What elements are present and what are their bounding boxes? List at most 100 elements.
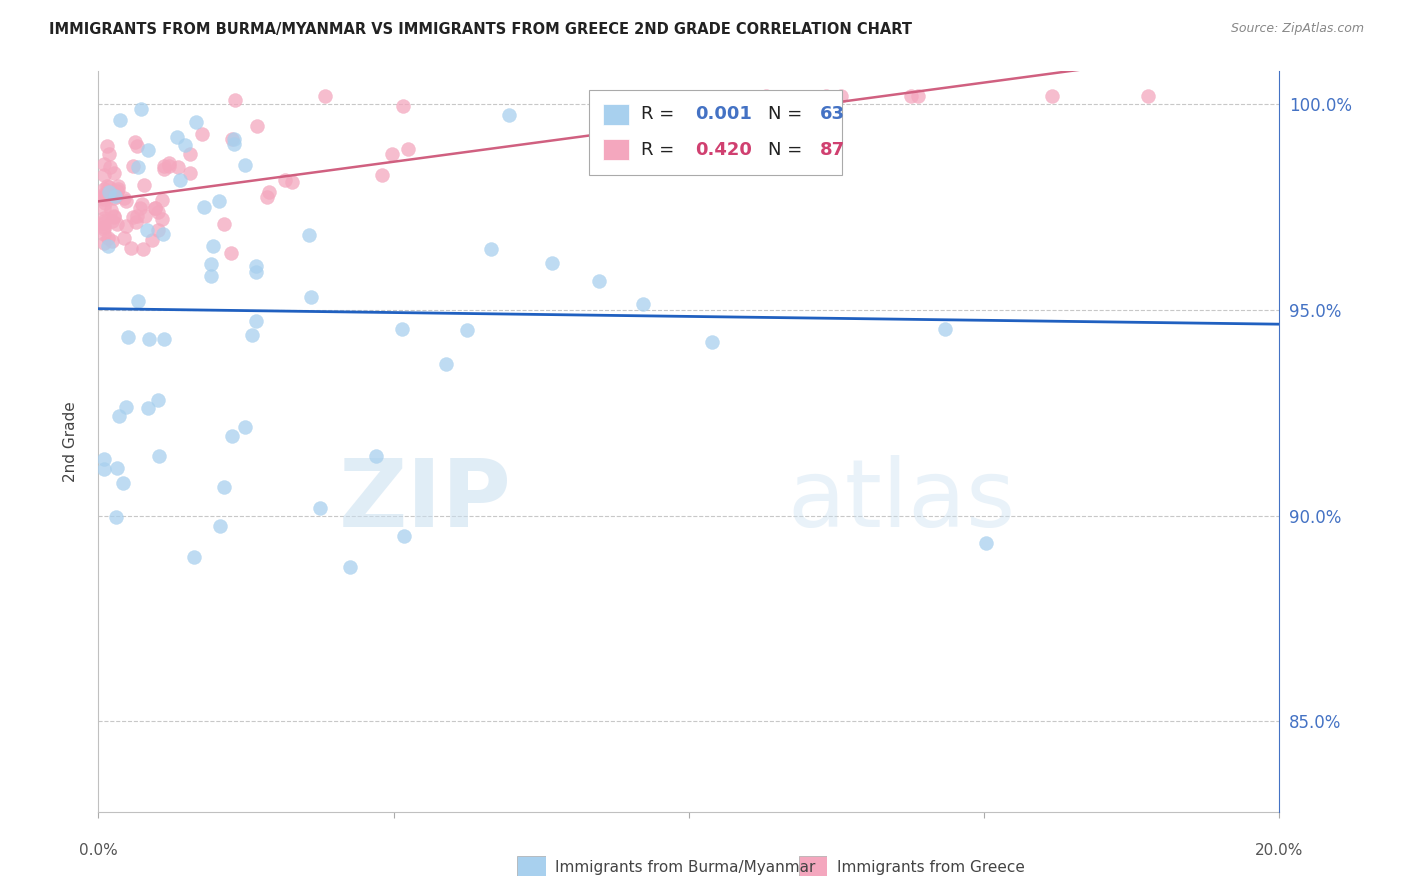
Point <box>208 194 231 208</box>
Bar <box>603 139 628 161</box>
Point <box>298 228 321 243</box>
Point <box>125 215 148 229</box>
Point <box>479 242 502 256</box>
Point <box>240 327 263 342</box>
Point <box>153 159 176 173</box>
Point <box>134 209 156 223</box>
Point <box>93 452 115 467</box>
Point <box>157 159 180 173</box>
Point <box>93 222 115 236</box>
Point <box>112 231 135 245</box>
Point <box>127 160 149 174</box>
Text: Source: ZipAtlas.com: Source: ZipAtlas.com <box>1230 22 1364 36</box>
Point <box>117 330 139 344</box>
Point <box>152 332 174 346</box>
Text: 20.0%: 20.0% <box>1256 843 1303 858</box>
Point <box>105 185 128 199</box>
Text: R =: R = <box>641 141 679 159</box>
Text: atlas: atlas <box>787 455 1015 547</box>
Point <box>125 209 148 223</box>
Point <box>103 210 125 224</box>
Point <box>245 313 267 327</box>
Point <box>93 186 115 201</box>
Point <box>173 138 195 153</box>
Text: N =: N = <box>768 105 808 123</box>
Text: 87: 87 <box>820 141 845 159</box>
Text: 0.0%: 0.0% <box>79 843 118 858</box>
FancyBboxPatch shape <box>589 90 842 175</box>
Point <box>93 169 115 183</box>
Text: 0.420: 0.420 <box>695 141 752 159</box>
Point <box>588 274 610 288</box>
Point <box>93 220 115 235</box>
Point <box>364 449 387 463</box>
Point <box>256 190 278 204</box>
Point <box>153 161 176 176</box>
Point <box>138 401 160 415</box>
Point <box>138 143 160 157</box>
Point <box>100 203 122 218</box>
Text: Immigrants from Burma/Myanmar: Immigrants from Burma/Myanmar <box>555 860 815 874</box>
Text: IMMIGRANTS FROM BURMA/MYANMAR VS IMMIGRANTS FROM GREECE 2ND GRADE CORRELATION CH: IMMIGRANTS FROM BURMA/MYANMAR VS IMMIGRA… <box>49 22 912 37</box>
Point <box>1040 89 1063 103</box>
Point <box>97 239 120 253</box>
Point <box>114 194 136 209</box>
Point <box>200 268 222 283</box>
Point <box>700 334 723 349</box>
Text: 0.001: 0.001 <box>695 105 752 123</box>
Point <box>103 187 125 202</box>
Point <box>274 173 297 187</box>
Point <box>122 160 145 174</box>
Point <box>129 102 152 116</box>
Point <box>93 189 115 203</box>
Point <box>281 175 304 189</box>
Point <box>122 210 145 224</box>
Point <box>93 461 115 475</box>
Point <box>224 94 246 108</box>
Point <box>200 257 222 271</box>
Point <box>93 216 115 230</box>
Point <box>150 212 173 227</box>
Point <box>193 200 215 214</box>
Point <box>127 294 149 309</box>
Point <box>257 185 280 199</box>
Point <box>631 297 654 311</box>
Point <box>101 214 124 228</box>
Point <box>103 191 125 205</box>
Point <box>309 501 332 516</box>
Point <box>141 233 163 247</box>
Point <box>93 227 115 241</box>
Point <box>299 290 322 304</box>
Point <box>93 213 115 227</box>
Point <box>108 409 131 423</box>
Text: N =: N = <box>768 141 808 159</box>
Point <box>124 135 146 149</box>
Point <box>134 178 156 193</box>
Point <box>934 322 956 336</box>
Point <box>339 560 361 574</box>
Point <box>97 180 120 194</box>
Point <box>314 89 336 103</box>
Point <box>245 259 267 273</box>
Point <box>97 231 120 245</box>
Point <box>434 358 457 372</box>
Point <box>245 265 267 279</box>
Point <box>221 428 243 442</box>
Point <box>107 178 129 193</box>
Point <box>752 117 775 131</box>
Point <box>233 158 256 172</box>
Point <box>136 223 159 237</box>
Point <box>129 201 152 215</box>
Point <box>222 132 245 146</box>
Point <box>152 227 174 241</box>
Point <box>209 518 232 533</box>
Point <box>148 223 170 237</box>
Point <box>201 238 224 252</box>
Point <box>143 201 166 215</box>
Point <box>111 476 134 491</box>
Point <box>98 160 121 174</box>
Point <box>93 182 115 196</box>
Point <box>148 449 170 463</box>
Point <box>148 204 170 219</box>
Point <box>105 189 128 203</box>
